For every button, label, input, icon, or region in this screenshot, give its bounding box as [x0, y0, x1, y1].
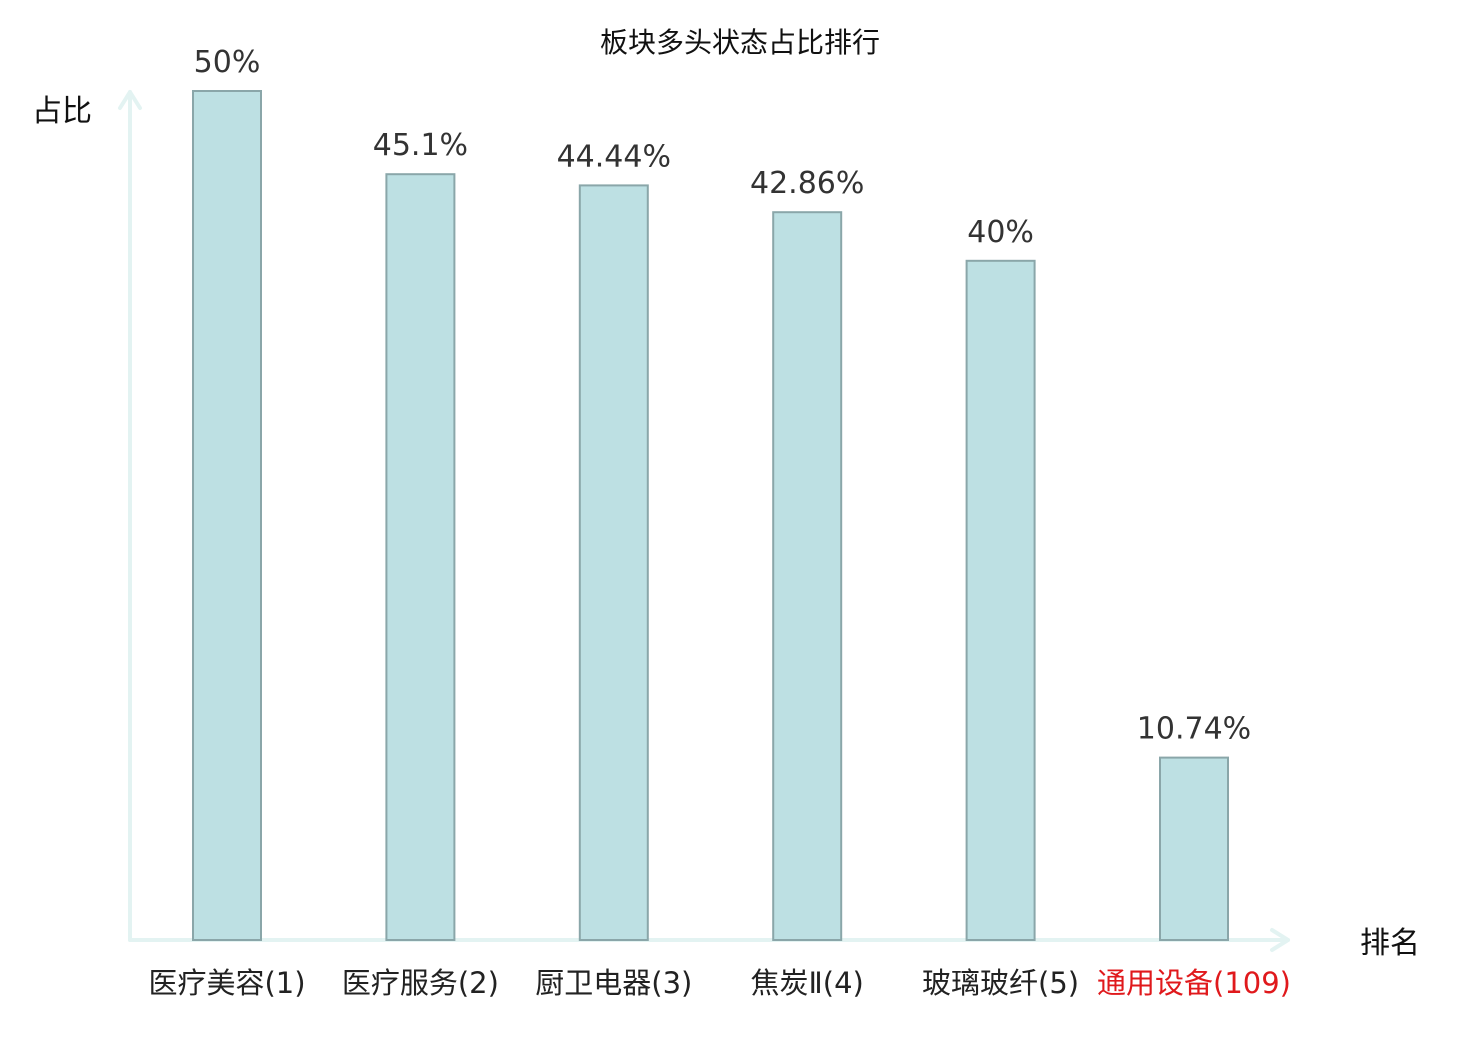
x-tick-label: 焦炭Ⅱ(4): [751, 966, 864, 1000]
bar: [578, 184, 649, 941]
value-labels-group: 50% 45.1% 44.44% 42.86% 40% 10.74%: [194, 45, 1252, 747]
x-axis-title: 排名: [1360, 926, 1420, 961]
x-tick-label: 医疗美容(1): [148, 966, 305, 1000]
bar: [772, 211, 843, 941]
x-tick-labels-group: 医疗美容(1) 医疗服务(2) 厨卫电器(3) 焦炭Ⅱ(4) 玻璃玻纤(5) 通用设备(1…: [148, 966, 1291, 1000]
x-tick-label: 通用设备(109): [1097, 966, 1291, 1000]
x-tick-label: 厨卫电器(3): [535, 966, 692, 1000]
bar-value-label: 50%: [194, 45, 261, 80]
bars-group: [192, 90, 1229, 941]
bar: [192, 90, 262, 941]
x-axis-arrowhead: [1270, 928, 1290, 952]
bar-value-label: 45.1%: [373, 128, 468, 163]
bar-value-label: 42.86%: [750, 166, 864, 201]
x-tick-label: 医疗服务(2): [342, 966, 499, 1000]
bar: [1159, 756, 1229, 941]
chart-title: 板块多头状态占比排行: [600, 26, 880, 59]
bar-value-label: 40%: [967, 215, 1034, 250]
bar-value-label: 10.74%: [1137, 712, 1251, 747]
bar-value-label: 44.44%: [557, 139, 671, 174]
y-axis-arrowhead: [118, 90, 142, 110]
x-tick-label: 玻璃玻纤(5): [922, 966, 1079, 1000]
y-axis-title: 占比: [32, 94, 92, 129]
bar: [385, 173, 456, 941]
bar: [965, 259, 1036, 941]
